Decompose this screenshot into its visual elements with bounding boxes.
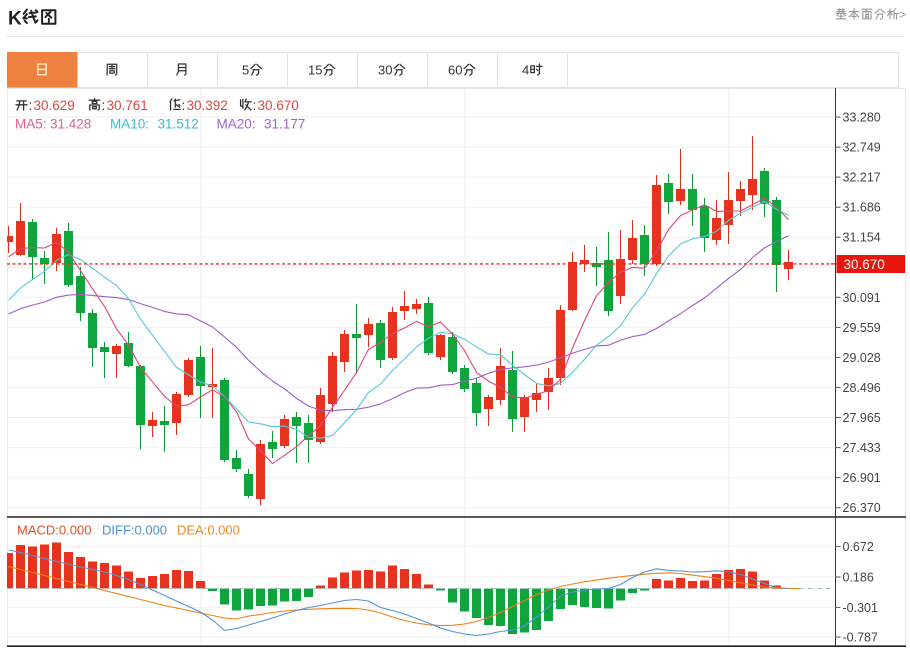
svg-text:26.370: 26.370 [843, 501, 881, 515]
svg-text:31.512: 31.512 [158, 117, 199, 132]
svg-text:60: 60 [448, 63, 462, 78]
svg-text:29.559: 29.559 [843, 321, 881, 335]
svg-text:31.686: 31.686 [843, 201, 881, 215]
svg-text:26.901: 26.901 [843, 471, 881, 485]
svg-text:31.154: 31.154 [843, 231, 881, 245]
svg-text:30.761: 30.761 [107, 98, 148, 113]
svg-text:MA5:: MA5: [15, 117, 47, 132]
svg-text:30.629: 30.629 [34, 98, 75, 113]
svg-text:DEA:0.000: DEA:0.000 [177, 523, 240, 538]
svg-text:31.177: 31.177 [264, 117, 305, 132]
svg-text:K: K [8, 9, 22, 30]
svg-text:MA20:: MA20: [217, 117, 256, 132]
svg-text:27.965: 27.965 [843, 411, 881, 425]
svg-text::: : [182, 98, 186, 113]
svg-text:0.186: 0.186 [843, 571, 874, 585]
svg-text:>: > [899, 8, 906, 22]
svg-text::: : [253, 98, 257, 113]
svg-text:MACD:0.000: MACD:0.000 [17, 523, 91, 538]
svg-text:33.280: 33.280 [843, 111, 881, 125]
svg-text:-0.301: -0.301 [843, 601, 878, 615]
svg-text:DIFF:0.000: DIFF:0.000 [102, 523, 167, 538]
svg-text:4: 4 [522, 63, 529, 78]
svg-text:30.091: 30.091 [843, 291, 881, 305]
svg-text:30.670: 30.670 [258, 98, 299, 113]
svg-text:-0.787: -0.787 [843, 631, 878, 645]
svg-text:5: 5 [242, 63, 249, 78]
svg-text:0.672: 0.672 [843, 540, 874, 554]
svg-text:29.028: 29.028 [843, 351, 881, 365]
svg-text:15: 15 [308, 63, 322, 78]
svg-text::: : [102, 98, 106, 113]
svg-text:30.670: 30.670 [844, 257, 885, 272]
svg-text:32.217: 32.217 [843, 171, 881, 185]
svg-text::: : [29, 98, 33, 113]
svg-text:28.496: 28.496 [843, 381, 881, 395]
svg-text:32.749: 32.749 [843, 141, 881, 155]
svg-text:MA10:: MA10: [110, 117, 149, 132]
svg-text:30: 30 [378, 63, 392, 78]
svg-text:27.433: 27.433 [843, 441, 881, 455]
svg-text:31.428: 31.428 [50, 117, 91, 132]
svg-text:30.392: 30.392 [187, 98, 228, 113]
